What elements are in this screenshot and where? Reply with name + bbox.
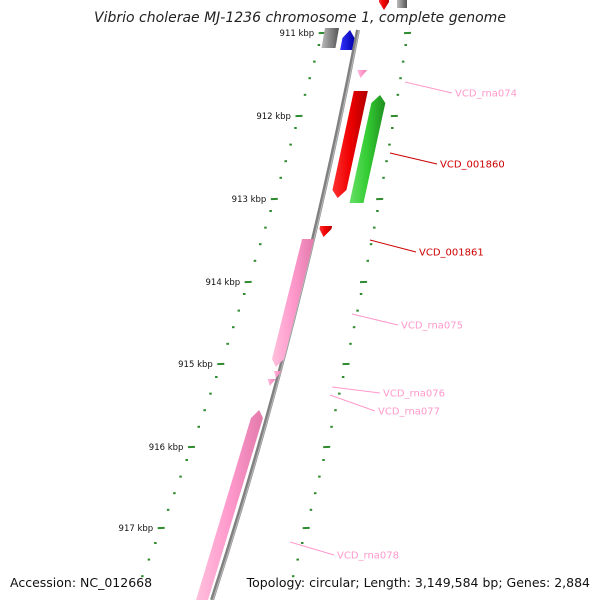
leader-line: [404, 81, 453, 94]
tick-label: 914 kbp: [206, 278, 241, 288]
genome-summary: Topology: circular; Length: 3,149,584 bp…: [246, 575, 590, 590]
vcd001860-red-glyph: [332, 91, 368, 198]
feature-label: VCD_rna076: [383, 389, 445, 400]
feature-label: VCD_rna077: [378, 407, 440, 418]
tick-label: 917 kbp: [119, 524, 154, 534]
rna077-glyph: [267, 378, 277, 386]
gray-gene-glyph-top: [397, 0, 407, 8]
tick-label: 915 kbp: [178, 360, 213, 370]
tick-layer: 911 kbp 912 kbp 913 kbp 914 kbp 915 kbp 916 k…: [119, 29, 412, 578]
rna074-glyph: [357, 70, 368, 78]
accession-label: Accession: NC_012668: [10, 575, 153, 590]
feature-layer: [196, 0, 407, 600]
feature-label: VCD_001860: [440, 160, 505, 171]
tick-label: 911 kbp: [280, 29, 315, 39]
feature-label: VCD_rna075: [401, 321, 463, 332]
tick-label: 912 kbp: [256, 112, 291, 122]
leader-line: [329, 394, 376, 412]
rna076-glyph: [273, 370, 283, 378]
vcd001860-green-glyph: [349, 95, 386, 203]
gray-gene-glyph: [321, 28, 339, 48]
leader-line: [389, 152, 438, 165]
genome-backbone-highlight: [212, 29, 360, 600]
leader-line: [289, 541, 335, 556]
map-title: Vibrio cholerae MJ-1236 chromosome 1, co…: [94, 10, 506, 26]
feature-label: VCD_rna074: [455, 89, 517, 100]
vcd001861-glyph: [319, 226, 333, 237]
tick-label: 916 kbp: [149, 443, 184, 453]
blue-gene-glyph: [340, 30, 355, 50]
feature-label: VCD_rna078: [337, 551, 399, 562]
rna078-glyph: [196, 410, 263, 600]
leader-line: [331, 386, 381, 394]
label-layer: VCD_rna074 VCD_001860 VCD_001861 VCD_rna075…: [289, 81, 517, 562]
tick-label: 913 kbp: [232, 195, 267, 205]
rna075-glyph: [271, 239, 315, 367]
leader-line: [351, 313, 399, 326]
feature-label: VCD_001861: [419, 248, 484, 259]
leader-line: [369, 239, 417, 253]
red-gene-glyph-top: [379, 0, 389, 10]
